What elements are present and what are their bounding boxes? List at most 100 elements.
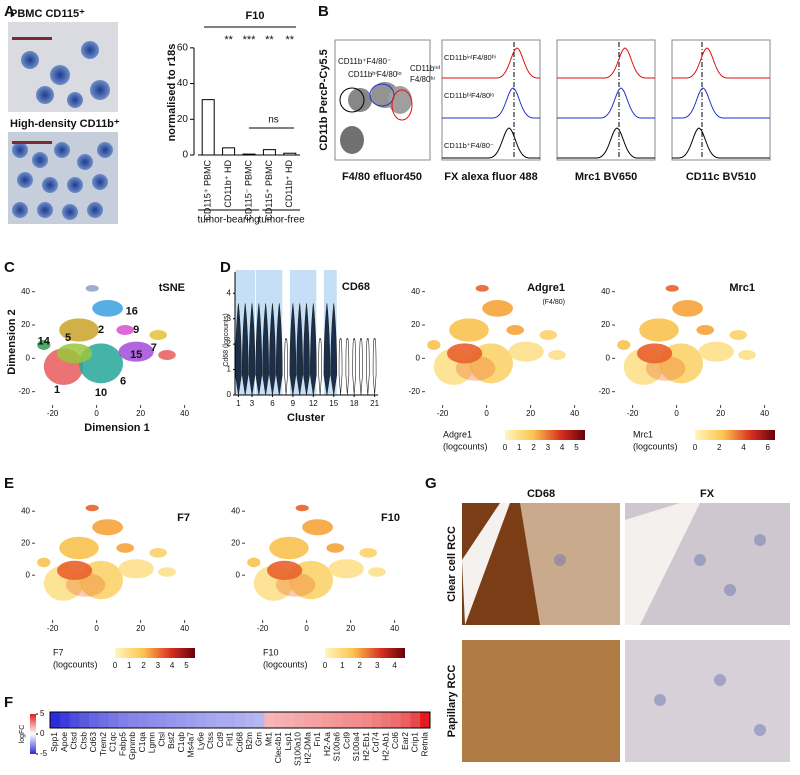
- legend-label: CD11bⁱⁿᵗF4/80ʰⁱ: [444, 53, 496, 62]
- histogram: [557, 47, 655, 79]
- cell-cloud: [247, 557, 261, 568]
- y-label: CD11b PercP-Cy5.5: [318, 49, 330, 151]
- scale-tick-label: 5: [574, 443, 579, 452]
- scale-tick-label: 0: [323, 661, 328, 670]
- x-tick-label: 40: [180, 624, 189, 633]
- x-label: Dimension 1: [84, 422, 149, 434]
- scale-tick-label: 0: [40, 729, 45, 738]
- x-tick-label: -20: [627, 409, 639, 418]
- gene-label: Ctsb: [78, 732, 88, 750]
- heatmap-cell: [420, 712, 431, 728]
- bar: [262, 149, 276, 156]
- cluster-label: 9: [133, 324, 139, 336]
- x-tick-label: CD115⁻ PBMC: [243, 160, 253, 221]
- scale-tick-label: -5: [40, 749, 48, 758]
- y-tick-label: -20: [598, 387, 610, 396]
- plot-title: CD68: [342, 281, 370, 293]
- cell-cloud: [427, 340, 441, 350]
- gene-label: H2-Aa: [322, 732, 332, 756]
- cell-cloud: [158, 350, 176, 360]
- x-tick-label: 40: [760, 409, 769, 418]
- x-tick-label: -20: [437, 409, 449, 418]
- significance: ***: [243, 34, 257, 46]
- heatmap-cell: [264, 712, 275, 728]
- panel-letter: C: [4, 259, 15, 276]
- cell-cloud: [92, 300, 123, 317]
- x-tick-label: -20: [47, 624, 59, 633]
- cluster-label: 2: [98, 324, 104, 336]
- scale-tick-label: 0: [693, 443, 698, 452]
- scale-tick-label: 2: [531, 443, 536, 452]
- heatmap-cell: [127, 712, 138, 728]
- heatmap-cell: [196, 712, 207, 728]
- heatmap-cell: [371, 712, 382, 728]
- y-tick-label: 40: [21, 287, 30, 296]
- photo: [625, 640, 790, 762]
- gene-label: Ear2: [400, 732, 410, 750]
- cluster-label: 7: [151, 342, 157, 354]
- cluster-label: 6: [120, 376, 126, 388]
- cell-cloud: [455, 355, 496, 381]
- violin: [338, 338, 343, 396]
- heatmap-cell: [391, 712, 402, 728]
- scale-label: Adgre1: [443, 429, 472, 439]
- x-tick-label: 0: [484, 409, 489, 418]
- plot-title: Mrc1: [729, 282, 755, 294]
- x-tick-label: 15: [329, 399, 338, 408]
- colorbar: [325, 648, 405, 658]
- x-tick-label: 20: [136, 624, 145, 633]
- heatmap-cell: [254, 712, 265, 728]
- x-tick-label: CD115⁺ PBMC: [264, 160, 274, 221]
- x-tick-label: -20: [47, 409, 59, 418]
- heatmap-cell: [244, 712, 255, 728]
- heatmap-cell: [79, 712, 90, 728]
- scale-tick-label: 3: [375, 661, 380, 670]
- scale-label: (logcounts): [53, 659, 98, 669]
- cell-cloud: [548, 350, 566, 360]
- cell-cloud: [37, 557, 51, 568]
- scale-label: F10: [263, 647, 279, 657]
- gene-label: H2-Ab1: [380, 732, 390, 761]
- legend-label: CD11b⁺F4/80⁻: [444, 141, 494, 150]
- plot-title: Adgre1: [527, 282, 565, 294]
- gene-label: H2-Eb1: [361, 732, 371, 761]
- scale-label: (logcounts): [443, 441, 488, 451]
- gene-label: Grn: [254, 732, 264, 746]
- heatmap-cell: [274, 712, 285, 728]
- heatmap-cell: [176, 712, 187, 728]
- scale-label: (logcounts): [263, 659, 308, 669]
- cell-cloud: [116, 325, 134, 335]
- cluster-label: 14: [38, 336, 51, 348]
- cell-cloud: [267, 560, 303, 581]
- cell-cloud: [85, 504, 99, 512]
- heatmap-cell: [205, 712, 216, 728]
- x-tick-label: 20: [346, 624, 355, 633]
- scale-tick-label: 1: [127, 661, 132, 670]
- cell-cloud: [645, 355, 686, 381]
- gene-label: Lsp1: [283, 732, 293, 751]
- gate-label: CD11bʰⁱF4/80ˡᵒ: [348, 70, 402, 79]
- cell-cloud: [508, 341, 544, 362]
- heatmap-cell: [293, 712, 304, 728]
- heatmap-cell: [313, 712, 324, 728]
- cell-cloud: [368, 567, 386, 577]
- gene-label: Fabp5: [117, 732, 127, 756]
- histogram: [442, 87, 540, 119]
- heatmap-cell: [283, 712, 294, 728]
- histogram: [672, 127, 770, 159]
- cell-cloud: [738, 350, 756, 360]
- scale-tick-label: 4: [741, 443, 746, 452]
- scale-label: F7: [53, 647, 64, 657]
- x-tick-label: CD11b⁺ HD: [223, 160, 233, 208]
- x-label: F4/80 efluor450: [342, 171, 422, 183]
- cell-cloud: [59, 536, 99, 560]
- y-tick-label: 20: [177, 114, 189, 125]
- cell-cloud: [328, 559, 364, 579]
- gene-label: C1qa: [137, 732, 147, 753]
- plot-title: tSNE: [159, 282, 185, 294]
- x-tick-label: 0: [304, 624, 309, 633]
- heatmap-cell: [59, 712, 70, 728]
- histogram: [557, 127, 655, 159]
- cell-cloud: [637, 343, 673, 364]
- gene-label: Ccl9: [341, 732, 351, 749]
